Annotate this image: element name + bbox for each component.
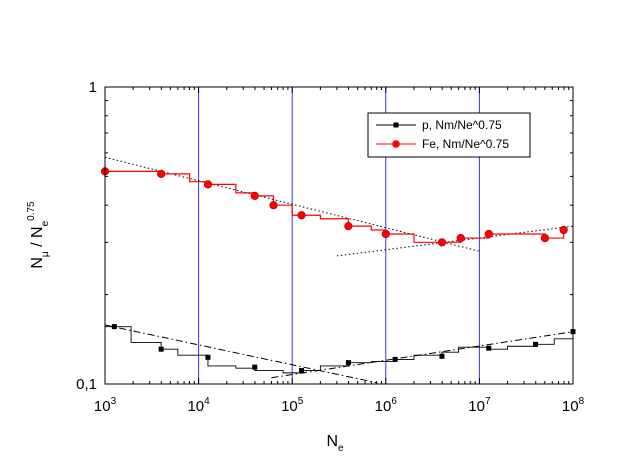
fit-line-fe-2 [336,225,573,257]
x-tick-label: 107 [468,396,491,415]
data-point-fe [456,233,465,243]
data-point-p [158,346,164,352]
axes: 103 104 105 106 107 108 0,1 1 Ne Nμ / Ne0.75 [26,79,585,454]
data-point-fe [250,191,259,200]
data-point-p [345,360,351,366]
data-point-fe [297,211,306,220]
data-point-fe [203,180,213,189]
legend-marker-p [393,122,399,128]
data-point-fe [381,229,390,239]
fit-line-fe-1 [105,156,480,252]
fit-line-p-1 [105,324,377,384]
data-point-p [439,353,445,359]
data-point-fe [344,222,353,231]
data-point-p [252,364,258,370]
data-point-p [533,341,539,347]
data-point-p [111,324,117,330]
legend-label-p: p, Nm/Ne^0.75 [422,118,502,132]
step-line-p [105,326,573,374]
data-point-fe [484,229,493,239]
x-tick-label: 103 [94,396,117,415]
data-point-fe [437,238,447,247]
data-point-p [486,345,492,351]
legend-box [367,112,531,158]
x-tick-label: 104 [187,396,210,415]
y-axis-title: Nμ / Ne0.75 [26,201,51,269]
step-line-fe [105,170,565,243]
data-point-p [392,356,398,362]
legend: p, Nm/Ne^0.75 Fe, Nm/Ne^0.75 [367,112,531,158]
plot-area [100,87,576,384]
x-tick-label: 108 [562,396,585,415]
data-point-fe [157,169,166,178]
y-tick-label: 1 [89,79,97,96]
x-tick-label: 106 [375,396,398,415]
x-tick-label: 105 [281,396,304,415]
data-point-fe [540,233,550,243]
data-point-fe [559,225,568,235]
legend-label-fe: Fe, Nm/Ne^0.75 [422,137,509,151]
data-point-fe [269,201,278,210]
data-point-p [205,354,211,360]
data-point-p [299,368,305,374]
x-axis-title: Ne [326,433,344,454]
legend-marker-fe [392,140,400,148]
y-tick-label: 0,1 [76,376,97,393]
plot-frame [104,86,574,385]
